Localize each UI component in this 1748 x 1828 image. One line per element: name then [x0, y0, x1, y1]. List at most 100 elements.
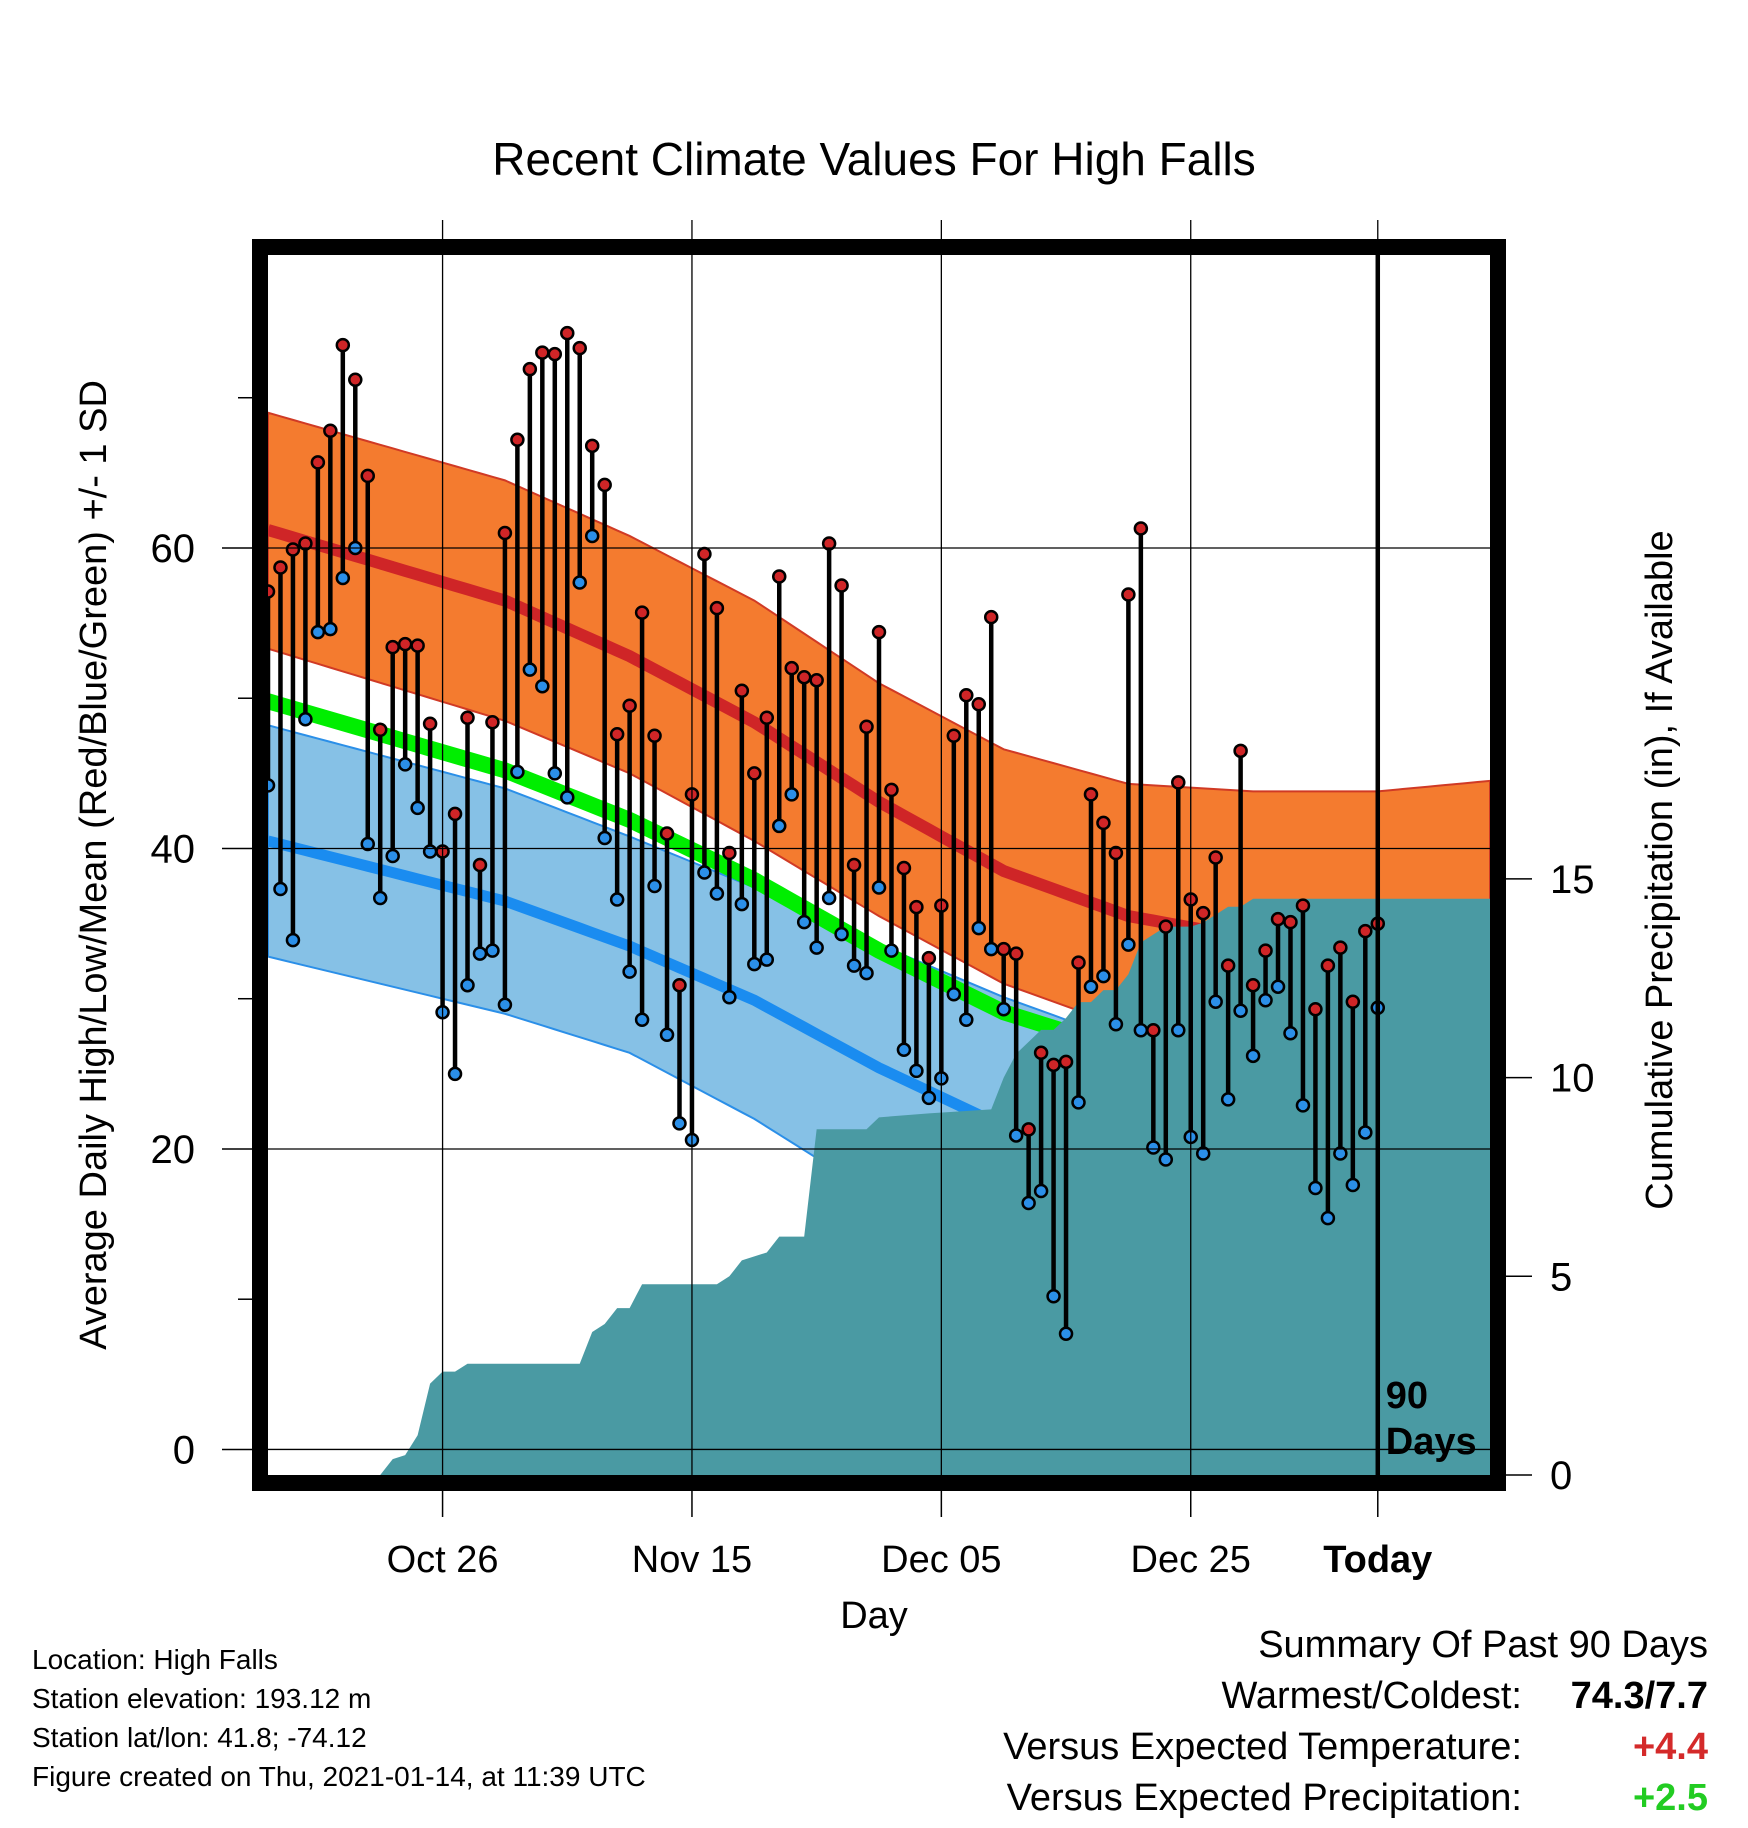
daily-low-point [298, 712, 313, 727]
latlon-text: Station lat/lon: 41.8; -74.12 [32, 1722, 367, 1753]
precip-label: Versus Expected Precipitation: [1006, 1777, 1522, 1819]
daily-low-point [834, 926, 849, 942]
chart-title: Recent Climate Values For High Falls [492, 133, 1256, 185]
daily-low-point [323, 621, 338, 637]
daily-low-point [784, 787, 799, 802]
daily-low-point [385, 848, 400, 864]
daily-low-point [622, 964, 637, 979]
y-tick-label: 60 [151, 527, 196, 571]
daily-high-point [1308, 1001, 1323, 1017]
daily-high-point [397, 636, 413, 652]
temp-value: +4.4 [1632, 1726, 1708, 1768]
summary-panel: Summary Of Past 90 Days Warmest/Coldest:… [808, 1620, 1708, 1824]
temp-row: Versus Expected Temperature: +4.4 [808, 1722, 1708, 1773]
daily-high-point [647, 728, 662, 744]
daily-low-point [1008, 1128, 1024, 1143]
daily-low-point [983, 941, 999, 957]
x-tick-label: Oct 26 [387, 1539, 499, 1581]
warmest-value: 74.3/7.7 [1570, 1675, 1708, 1717]
daily-high-point [896, 860, 912, 876]
daily-low-point [485, 943, 500, 958]
daily-low-point [360, 836, 376, 852]
daily-high-point [1133, 521, 1149, 536]
daily-high-point [871, 624, 887, 640]
daily-high-point [285, 542, 301, 557]
daily-high-point [310, 455, 326, 470]
daily-high-point [1008, 946, 1024, 961]
daily-high-point [497, 525, 513, 541]
daily-high-point [1146, 1023, 1161, 1038]
daily-high-point [597, 477, 612, 493]
daily-low-point [1071, 1095, 1086, 1110]
daily-high-point [1345, 994, 1361, 1009]
daily-low-point [1295, 1098, 1311, 1113]
daily-low-point [971, 920, 987, 936]
daily-high-point [834, 578, 849, 593]
daily-low-point [722, 989, 737, 1005]
daily-high-point [996, 941, 1011, 957]
daily-low-point [1245, 1048, 1261, 1064]
daily-high-point [734, 683, 750, 698]
daily-high-point [771, 569, 787, 584]
x-tick-label: Dec 25 [1131, 1539, 1251, 1581]
daily-low-point [1333, 1146, 1348, 1161]
daily-high-point [510, 432, 525, 448]
precip-row: Versus Expected Precipitation: +2.5 [808, 1773, 1708, 1824]
created-text: Figure created on Thu, 2021-01-14, at 11… [32, 1761, 646, 1792]
daily-low-point [335, 570, 351, 586]
daily-low-point [1308, 1180, 1323, 1196]
station-info: Location: High Falls Station elevation: … [32, 1640, 646, 1796]
daily-high-point [572, 340, 587, 356]
daily-low-point [497, 997, 513, 1012]
daily-high-point [485, 715, 500, 730]
daily-high-point [846, 857, 862, 873]
daily-high-point [335, 337, 351, 353]
daily-low-point [946, 986, 962, 1002]
daily-low-point [771, 818, 787, 834]
daily-low-point [996, 1001, 1011, 1017]
daily-low-point [584, 528, 600, 544]
cumulative-precip-area [268, 898, 1490, 1475]
precip-value: +2.5 [1632, 1777, 1708, 1819]
daily-high-point [1046, 1057, 1061, 1073]
daily-high-point [547, 346, 563, 362]
daily-low-point [397, 757, 413, 772]
daily-high-point [821, 536, 837, 551]
x-tick-label: Today [1323, 1539, 1432, 1581]
daily-low-point [1358, 1125, 1373, 1140]
daily-high-point [1220, 958, 1236, 973]
x-axis-label: Day [840, 1595, 908, 1637]
daily-low-point [572, 575, 587, 590]
daily-low-point [1195, 1146, 1211, 1161]
daily-low-point [609, 892, 625, 907]
y2-tick-label: 5 [1550, 1255, 1572, 1299]
daily-low-point [796, 914, 812, 930]
daily-low-point [1033, 1183, 1049, 1199]
daily-high-point [535, 345, 550, 360]
daily-high-point [1245, 977, 1261, 993]
daily-high-point [522, 361, 538, 377]
daily-low-point [634, 1012, 650, 1028]
y2-tick-label: 0 [1550, 1454, 1572, 1498]
daily-low-point [1270, 979, 1286, 994]
daily-high-point [472, 857, 488, 873]
daily-low-point [859, 965, 874, 981]
daily-high-point [1021, 1122, 1036, 1137]
daily-low-point [285, 932, 301, 948]
daily-high-point [1083, 787, 1099, 802]
daily-high-point [422, 716, 438, 732]
daily-high-point [622, 698, 637, 713]
daily-high-point [1333, 940, 1348, 955]
daily-high-point [1121, 587, 1136, 602]
daily-low-point [871, 880, 887, 895]
today-days-label: Days [1386, 1421, 1477, 1463]
daily-low-point [1345, 1177, 1361, 1193]
plot-frame [252, 239, 1506, 1491]
daily-low-point [759, 952, 775, 967]
daily-low-point [809, 940, 824, 955]
daily-low-point [1133, 1023, 1149, 1038]
daily-low-point [510, 764, 525, 780]
daily-low-point [410, 800, 425, 816]
daily-low-point [1096, 968, 1111, 984]
